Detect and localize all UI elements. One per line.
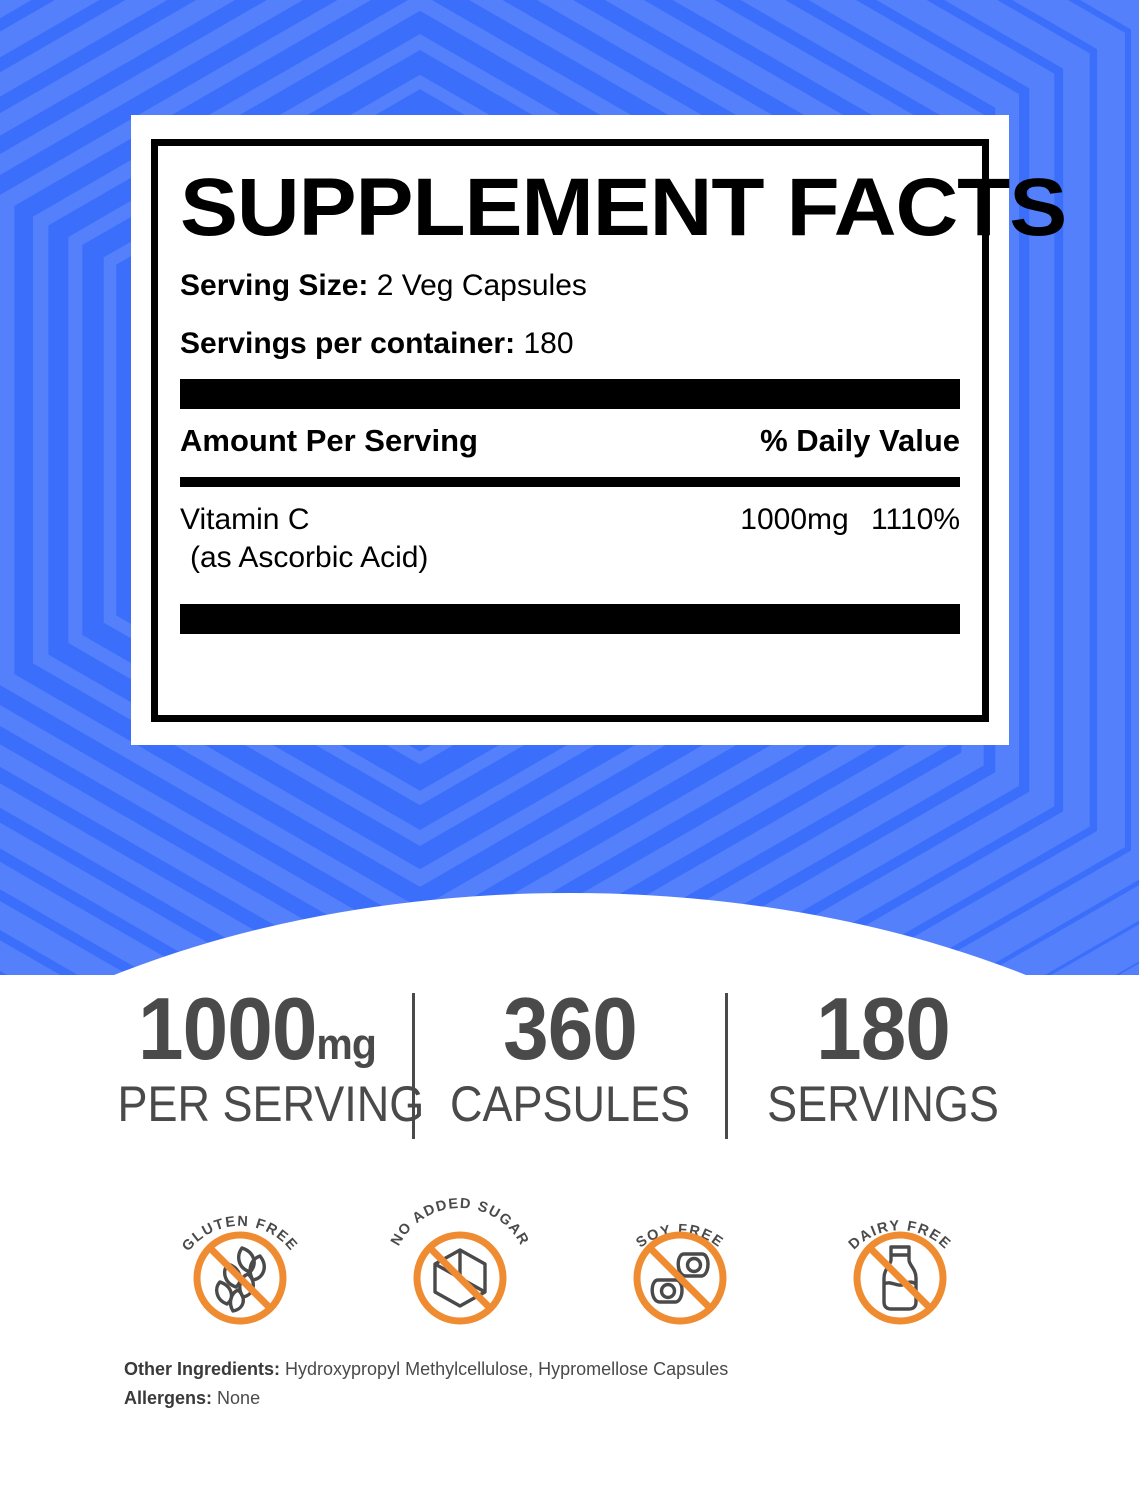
prohibition-circle — [193, 1231, 286, 1325]
other-ingredients-value: Hydroxypropyl Methylcellulose, Hypromell… — [285, 1359, 729, 1379]
prohibition-slash — [866, 1244, 933, 1312]
supplement-facts-title: SUPPLEMENT FACTS — [180, 162, 1067, 253]
servings-per-container-label: Servings per container: — [180, 327, 516, 361]
nutrient-name-block: Vitamin C (as Ascorbic Acid) — [180, 501, 428, 576]
allergens-line: Allergens: None — [124, 1384, 1024, 1413]
stat-label-capsules: CAPSULES — [449, 1076, 690, 1132]
badge-gluten-free: GLUTEN FREE — [160, 1182, 320, 1332]
servings-per-container-value: 180 — [523, 327, 574, 361]
footer-info: Other Ingredients: Hydroxypropyl Methylc… — [124, 1355, 1024, 1413]
certification-badges-row: GLUTEN FREE NO ADDED SUGAR — [0, 1182, 1139, 1332]
stat-number: 180 — [815, 979, 951, 1078]
allergens-label: Allergens: — [124, 1387, 213, 1408]
prohibition-slash — [646, 1244, 713, 1312]
stat-number: 1000 — [137, 979, 317, 1078]
badge-soy-free: SOY FREE — [600, 1182, 760, 1332]
supplement-facts-card: SUPPLEMENT FACTS Serving Size: 2 Veg Cap… — [131, 115, 1067, 745]
column-header-amount: Amount Per Serving — [180, 423, 478, 459]
stat-servings: 180 SERVINGS — [728, 985, 1038, 1132]
column-header-daily-value: % Daily Value — [760, 423, 960, 459]
serving-size-label: Serving Size: — [180, 269, 369, 303]
nutrient-source: (as Ascorbic Acid) — [190, 540, 429, 574]
stat-value-per-serving: 1000mg — [112, 985, 400, 1073]
stat-divider-1 — [411, 993, 415, 1139]
other-ingredients-label: Other Ingredients: — [124, 1359, 281, 1379]
prohibition-slash — [206, 1244, 273, 1312]
table-header-row: Amount Per Serving % Daily Value — [158, 409, 982, 469]
stat-value-servings: 180 — [738, 985, 1026, 1073]
prohibition-slash — [426, 1244, 493, 1312]
nutrient-name: Vitamin C — [180, 503, 310, 537]
prohibition-circle — [633, 1231, 726, 1325]
divider-bar-header-rule — [180, 477, 960, 488]
serving-size-value: 2 Veg Capsules — [376, 269, 587, 303]
nutrient-daily-value: 1110% — [871, 503, 960, 537]
supplement-facts-panel: SUPPLEMENT FACTS Serving Size: 2 Veg Cap… — [151, 139, 1067, 722]
table-row: Vitamin C (as Ascorbic Acid) 1000mg 1110… — [158, 487, 982, 576]
stat-value-capsules: 360 — [425, 985, 713, 1073]
stat-label-per-serving: PER SERVING — [117, 1076, 424, 1132]
prohibition-circle — [853, 1231, 946, 1325]
nutrient-values-block: 1000mg 1110% — [740, 501, 960, 537]
stat-label-servings: SERVINGS — [766, 1076, 999, 1132]
badge-label-no-added-sugar: NO ADDED SUGAR — [388, 1196, 532, 1249]
stat-number: 360 — [502, 979, 638, 1078]
other-ingredients-line: Other Ingredients: Hydroxypropyl Methylc… — [124, 1355, 1024, 1384]
badge-dairy-free: DAIRY FREE — [820, 1182, 980, 1332]
allergens-value: None — [217, 1387, 261, 1408]
stat-capsules: 360 CAPSULES — [415, 985, 725, 1132]
stat-unit: mg — [315, 1020, 376, 1069]
serving-size-line: Serving Size: 2 Veg Capsules — [180, 269, 960, 303]
divider-bar-thick-bottom — [180, 604, 960, 635]
badge-no-added-sugar: NO ADDED SUGAR — [380, 1182, 540, 1332]
prohibition-circle — [413, 1231, 506, 1325]
nutrient-amount: 1000mg — [740, 503, 849, 537]
stats-row: 1000mg PER SERVING 360 CAPSULES 180 SERV… — [0, 985, 1139, 1139]
divider-bar-thick-top — [180, 379, 960, 410]
servings-per-container-line: Servings per container: 180 — [180, 327, 960, 361]
stat-divider-2 — [724, 993, 728, 1139]
stat-per-serving: 1000mg PER SERVING — [102, 985, 424, 1132]
